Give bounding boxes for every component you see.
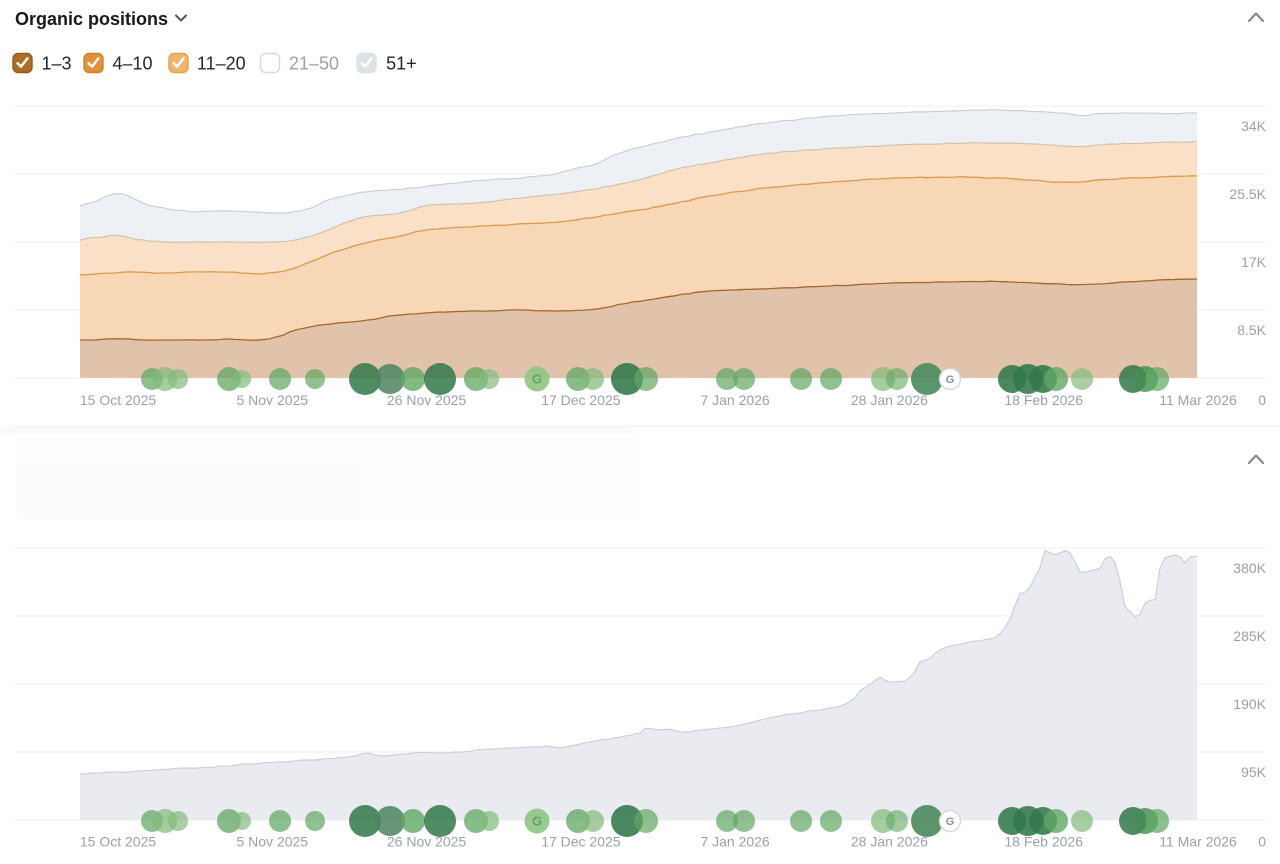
svg-text:28 Jan 2026: 28 Jan 2026 [851, 834, 928, 850]
svg-text:380K: 380K [1233, 560, 1266, 576]
svg-text:15 Oct 2025: 15 Oct 2025 [80, 834, 156, 850]
svg-text:Organic positions: Organic positions [15, 9, 168, 29]
svg-text:17 Dec 2025: 17 Dec 2025 [541, 834, 621, 850]
svg-text:11 Mar 2026: 11 Mar 2026 [1159, 834, 1237, 850]
svg-text:285K: 285K [1233, 628, 1266, 644]
svg-text:4–10: 4–10 [113, 54, 153, 74]
svg-text:34K: 34K [1241, 118, 1267, 134]
svg-text:5 Nov 2025: 5 Nov 2025 [236, 834, 308, 850]
svg-text:26 Nov 2025: 26 Nov 2025 [387, 392, 467, 408]
svg-text:51+: 51+ [386, 54, 417, 74]
svg-text:8.5K: 8.5K [1237, 322, 1266, 338]
svg-text:26 Nov 2025: 26 Nov 2025 [387, 834, 467, 850]
svg-text:21–50: 21–50 [289, 54, 339, 74]
svg-text:11 Mar 2026: 11 Mar 2026 [1159, 392, 1237, 408]
svg-text:G: G [946, 374, 955, 386]
svg-text:11–20: 11–20 [197, 54, 246, 74]
svg-text:17 Dec 2025: 17 Dec 2025 [541, 392, 621, 408]
svg-text:G: G [946, 816, 955, 828]
svg-text:28 Jan 2026: 28 Jan 2026 [851, 392, 928, 408]
svg-text:7 Jan 2026: 7 Jan 2026 [700, 834, 769, 850]
svg-text:25.5K: 25.5K [1229, 186, 1266, 202]
svg-text:15 Oct 2025: 15 Oct 2025 [80, 392, 156, 408]
svg-text:7 Jan 2026: 7 Jan 2026 [700, 392, 769, 408]
svg-text:5 Nov 2025: 5 Nov 2025 [236, 392, 308, 408]
svg-text:0: 0 [1258, 834, 1266, 850]
svg-text:18 Feb 2026: 18 Feb 2026 [1004, 834, 1083, 850]
svg-text:95K: 95K [1241, 764, 1267, 780]
svg-text:18 Feb 2026: 18 Feb 2026 [1004, 392, 1083, 408]
svg-text:0: 0 [1258, 392, 1266, 408]
svg-text:1–3: 1–3 [42, 54, 72, 74]
svg-text:190K: 190K [1233, 696, 1266, 712]
svg-text:17K: 17K [1241, 254, 1267, 270]
svg-text:G: G [532, 814, 542, 829]
svg-text:G: G [532, 372, 542, 387]
